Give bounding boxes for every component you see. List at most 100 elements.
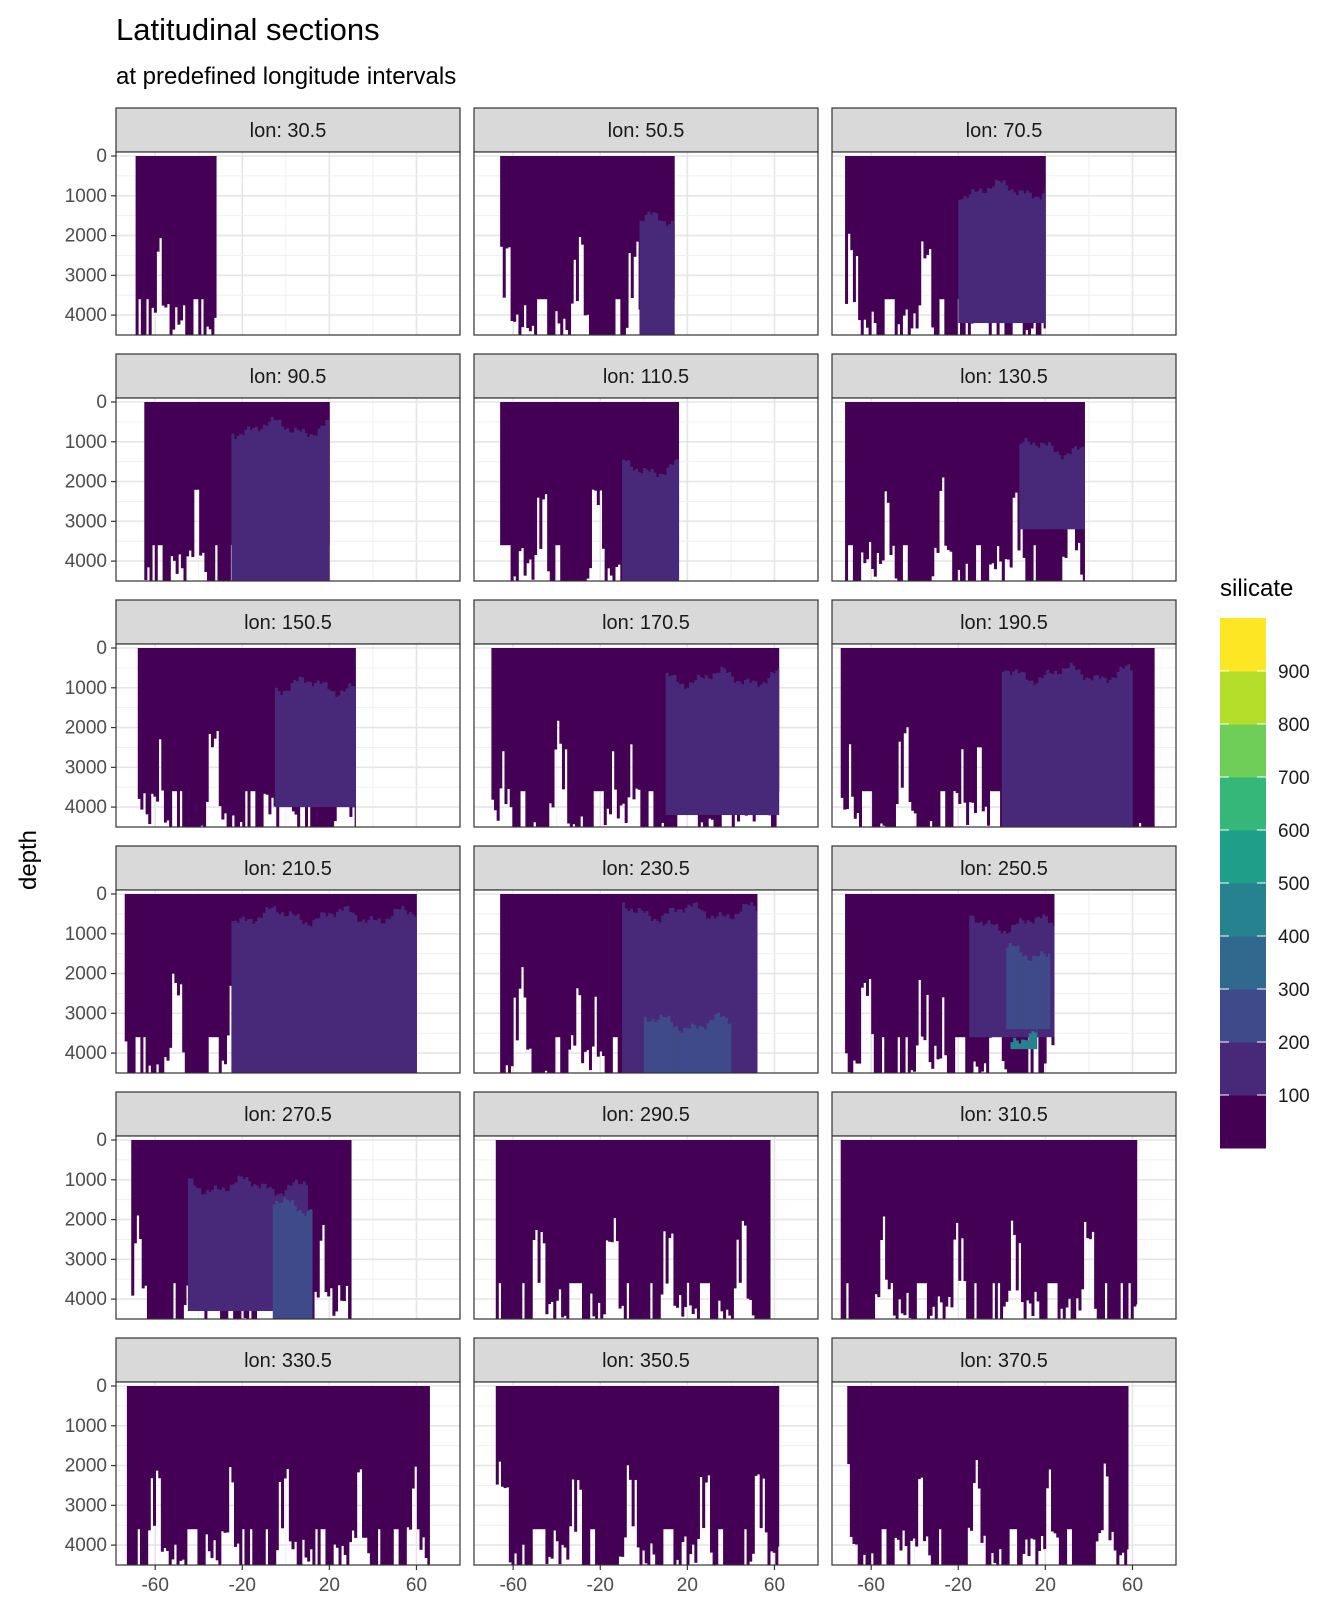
heatmap-cell: [249, 429, 253, 581]
heatmap-cell: [206, 156, 210, 327]
heatmap-cell: [270, 907, 274, 1073]
heatmap-cell: [328, 420, 330, 581]
heatmap-cell: [354, 1386, 358, 1538]
heatmap-cell: [705, 918, 709, 1073]
heatmap-cell: [967, 1386, 971, 1528]
heatmap-cell: [1079, 447, 1083, 530]
heatmap-cell: [526, 894, 530, 1050]
heatmap-cell: [330, 1386, 334, 1565]
facet-strip-label: lon: 30.5: [250, 120, 327, 142]
heatmap-cell: [319, 1140, 323, 1241]
heatmap-cell: [650, 921, 654, 1073]
heatmap-cell: [264, 1140, 268, 1219]
heatmap-cell: [137, 1386, 141, 1530]
heatmap-cell: [1037, 1386, 1041, 1551]
heatmap-cell: [510, 156, 514, 321]
heatmap-cell: [1000, 933, 1004, 1038]
heatmap-cell: [244, 429, 248, 581]
heatmap-cell: [736, 1140, 740, 1240]
heatmap-cell: [677, 1030, 681, 1073]
heatmap-cell: [345, 688, 349, 808]
heatmap-cell: [198, 1188, 202, 1312]
heatmap-cell: [695, 902, 699, 1073]
heatmap-cell: [294, 915, 298, 1073]
heatmap-cell: [1112, 1140, 1116, 1319]
heatmap-cell: [335, 1140, 339, 1312]
heatmap-cell: [911, 648, 915, 811]
heatmap-cell: [994, 179, 998, 324]
heatmap-cell: [686, 1140, 690, 1283]
heatmap-cell: [148, 156, 152, 335]
heatmap-cell: [1019, 952, 1023, 1030]
heatmap-cell: [902, 402, 906, 546]
heatmap-cell: [707, 678, 711, 816]
heatmap-cell: [613, 1140, 617, 1219]
heatmap-cell: [621, 1386, 625, 1557]
heatmap-cell: [673, 1386, 677, 1565]
heatmap-cell: [840, 648, 844, 798]
heatmap-cell: [1017, 673, 1021, 827]
heatmap-cell: [933, 156, 937, 335]
heatmap-cell: [555, 1386, 559, 1542]
heatmap-cell: [591, 156, 595, 335]
heatmap-cell: [775, 670, 779, 816]
heatmap-cell: [154, 1140, 158, 1319]
heatmap-cell: [897, 402, 901, 581]
heatmap-cell: [1090, 680, 1094, 827]
heatmap-cell: [213, 648, 217, 739]
heatmap-cell: [182, 156, 186, 306]
heatmap-cell: [133, 1140, 137, 1244]
heatmap-cell: [273, 906, 277, 1073]
heatmap-cell: [501, 648, 505, 752]
heatmap-cell: [1135, 648, 1139, 827]
heatmap-cell: [979, 1140, 983, 1319]
heatmap-cell: [174, 648, 178, 792]
heatmap-cell: [159, 1140, 163, 1319]
heatmap-cell: [992, 925, 996, 1038]
heatmap-cell: [941, 402, 945, 478]
heatmap-cell: [202, 1386, 206, 1565]
heatmap-cell: [707, 1386, 711, 1476]
heatmap-cell: [884, 156, 888, 300]
heatmap-cell: [1108, 1386, 1112, 1541]
heatmap-cell: [500, 1386, 505, 1487]
heatmap-cell: [1092, 1386, 1096, 1565]
heatmap-cell: [288, 432, 292, 581]
heatmap-cell: [216, 648, 220, 732]
heatmap-cell: [502, 402, 506, 546]
facet-strip: [115, 1337, 461, 1383]
heatmap-cell: [595, 1386, 599, 1565]
heatmap-cell: [249, 918, 253, 1073]
heatmap-cell: [525, 648, 529, 827]
heatmap-cell: [1042, 953, 1046, 1030]
heatmap-cell: [195, 648, 199, 827]
heatmap-cell: [612, 156, 616, 335]
heatmap-cell: [156, 156, 160, 252]
heatmap-cell: [644, 214, 648, 335]
heatmap-cell: [908, 1140, 912, 1318]
heatmap-cell: [658, 648, 662, 827]
heatmap-cell: [658, 473, 662, 581]
heatmap-cell: [520, 648, 524, 792]
heatmap-cell: [1007, 402, 1011, 560]
heatmap-cell: [724, 1017, 728, 1073]
heatmap-cell: [516, 1140, 520, 1319]
heatmap-cell: [1052, 1140, 1056, 1284]
heatmap-cell: [673, 674, 677, 816]
heatmap-cell: [750, 902, 754, 1073]
heatmap-cell: [226, 1386, 230, 1533]
heatmap-cell: [666, 467, 670, 581]
heatmap-cell: [625, 156, 629, 328]
heatmap-cell: [589, 1386, 593, 1530]
heatmap-cell: [348, 1140, 352, 1319]
heatmap-cell: [320, 425, 324, 581]
heatmap-cell: [946, 1386, 950, 1565]
heatmap-cell: [511, 1140, 515, 1319]
heatmap-cell: [223, 894, 228, 1065]
heatmap-cell: [982, 925, 986, 1038]
heatmap-cell: [770, 1386, 774, 1552]
heatmap-cell: [642, 1140, 646, 1319]
heatmap-cell: [1111, 1386, 1115, 1532]
heatmap-cell: [514, 648, 518, 827]
heatmap-cell: [338, 1386, 342, 1565]
